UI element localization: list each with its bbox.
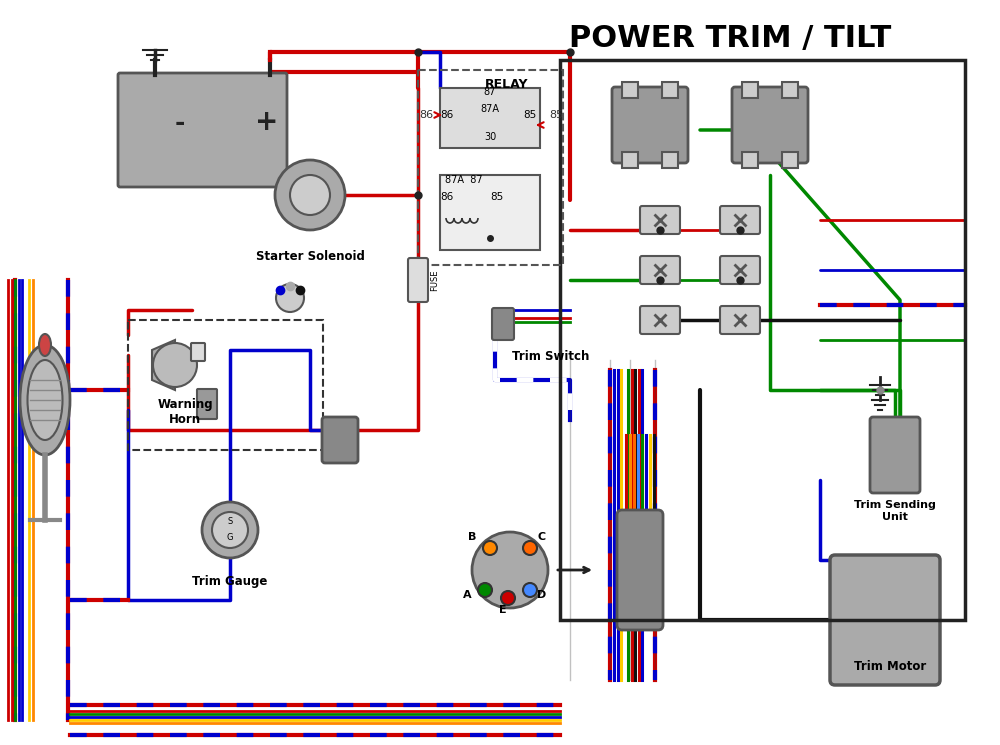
- Bar: [440, 175, 540, 250]
- FancyBboxPatch shape: [640, 256, 680, 284]
- Polygon shape: [152, 340, 175, 390]
- Circle shape: [275, 160, 345, 230]
- Text: S: S: [227, 518, 233, 527]
- Circle shape: [212, 512, 248, 548]
- Ellipse shape: [20, 345, 70, 455]
- Circle shape: [523, 541, 537, 555]
- Text: 86: 86: [440, 110, 453, 120]
- FancyBboxPatch shape: [720, 256, 760, 284]
- Bar: [418, 70, 563, 265]
- FancyBboxPatch shape: [197, 389, 217, 419]
- Ellipse shape: [39, 334, 51, 356]
- Text: 85: 85: [490, 192, 503, 202]
- Text: FUSE: FUSE: [430, 269, 439, 291]
- FancyBboxPatch shape: [612, 87, 688, 163]
- Bar: [662, 152, 678, 168]
- Text: RELAY: RELAY: [485, 78, 529, 91]
- Text: G: G: [227, 533, 233, 542]
- FancyBboxPatch shape: [830, 555, 940, 685]
- FancyBboxPatch shape: [640, 206, 680, 234]
- Text: 87A: 87A: [481, 104, 500, 114]
- FancyBboxPatch shape: [870, 417, 920, 493]
- FancyBboxPatch shape: [118, 73, 287, 187]
- Text: C: C: [538, 532, 546, 542]
- FancyBboxPatch shape: [492, 308, 514, 340]
- FancyBboxPatch shape: [720, 206, 760, 234]
- FancyBboxPatch shape: [322, 417, 358, 463]
- Circle shape: [202, 502, 258, 558]
- Bar: [128, 320, 323, 450]
- Text: Trim Sending
Unit: Trim Sending Unit: [854, 500, 936, 522]
- Text: 85: 85: [523, 110, 536, 120]
- Text: E: E: [499, 605, 507, 615]
- Text: Trim Switch: Trim Switch: [512, 350, 589, 363]
- Circle shape: [483, 541, 497, 555]
- Bar: [662, 82, 678, 98]
- Text: +: +: [255, 108, 278, 136]
- FancyBboxPatch shape: [732, 87, 808, 163]
- Text: B: B: [468, 532, 476, 542]
- Text: 87A  87: 87A 87: [445, 175, 483, 185]
- Text: Trim Motor: Trim Motor: [854, 660, 926, 673]
- Bar: [560, 60, 965, 620]
- FancyBboxPatch shape: [191, 343, 205, 361]
- Circle shape: [523, 583, 537, 597]
- FancyBboxPatch shape: [720, 306, 760, 334]
- Ellipse shape: [28, 360, 63, 440]
- Text: 30: 30: [484, 132, 496, 142]
- Circle shape: [276, 284, 304, 312]
- Bar: [782, 152, 798, 168]
- Text: 85: 85: [549, 110, 563, 120]
- Bar: [622, 82, 638, 98]
- Text: -: -: [175, 111, 185, 135]
- Circle shape: [501, 591, 515, 605]
- Text: 86: 86: [440, 192, 453, 202]
- Circle shape: [472, 532, 548, 608]
- Bar: [440, 88, 540, 148]
- Text: D: D: [537, 590, 547, 600]
- Circle shape: [153, 343, 197, 387]
- Bar: [742, 152, 758, 168]
- Text: Starter Solenoid: Starter Solenoid: [256, 250, 364, 263]
- Text: POWER TRIM / TILT: POWER TRIM / TILT: [569, 24, 891, 52]
- Circle shape: [478, 583, 492, 597]
- FancyBboxPatch shape: [408, 258, 428, 302]
- Text: 87: 87: [484, 87, 496, 97]
- Text: Trim Gauge: Trim Gauge: [192, 575, 268, 588]
- Text: Warning
Horn: Warning Horn: [157, 398, 213, 426]
- Bar: [622, 152, 638, 168]
- Text: 86: 86: [419, 110, 433, 120]
- FancyBboxPatch shape: [640, 306, 680, 334]
- Text: A: A: [463, 590, 471, 600]
- Bar: [742, 82, 758, 98]
- Bar: [782, 82, 798, 98]
- FancyBboxPatch shape: [617, 510, 663, 630]
- Circle shape: [290, 175, 330, 215]
